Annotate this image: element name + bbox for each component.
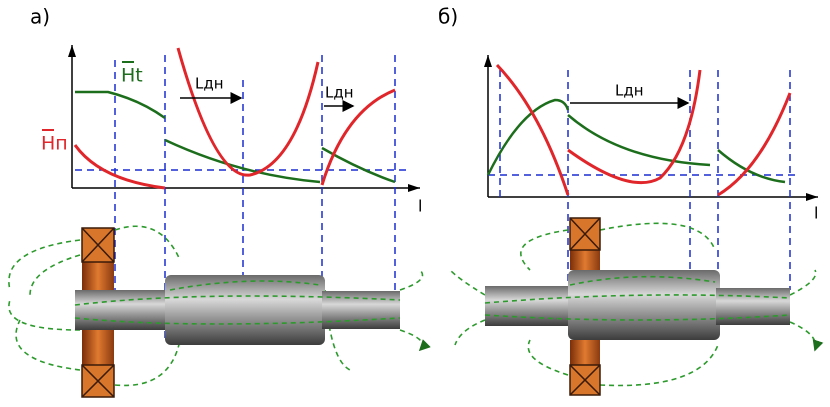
panel-a: а) l Ht Hп Lдн Lдн [9,5,423,398]
diagram: а) l Ht Hп Lдн Lдн б) l Lдн [0,0,830,407]
ht-label: Ht [121,65,143,87]
panel-b: б) l Lдн [438,5,818,396]
shaft [165,275,325,345]
hn-label: Hп [41,133,68,155]
shaft [322,291,400,329]
length-label: Lдн [615,82,644,100]
guide-lines [488,70,800,300]
panel-label: а) [30,5,50,29]
length-label: Lдн [195,75,224,93]
coil [82,262,114,290]
length-label: Lдн [325,84,354,102]
panel-label: б) [438,5,458,29]
coil [82,330,114,365]
coil [570,340,600,365]
shaft [75,290,170,330]
axis-label: l [418,197,422,216]
shaft [716,288,790,325]
axis-label: l [814,204,818,223]
shaft [485,286,573,326]
coil [570,250,600,270]
